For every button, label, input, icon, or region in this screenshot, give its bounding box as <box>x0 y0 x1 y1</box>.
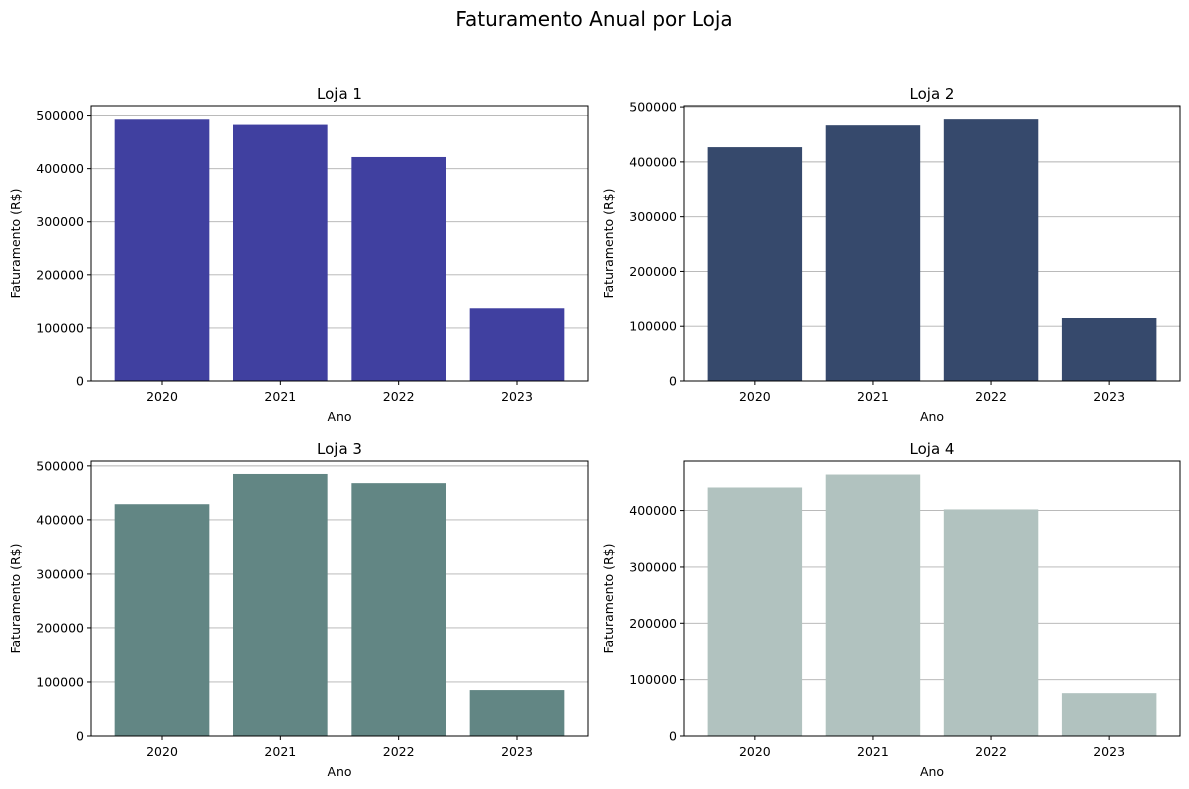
bar-2021 <box>233 124 328 381</box>
x-tick-label: 2022 <box>383 744 415 759</box>
x-tick-label: 2023 <box>1093 389 1125 404</box>
x-tick-label: 2022 <box>383 389 415 404</box>
subplot-title: Loja 3 <box>317 440 362 458</box>
y-axis-label: Faturamento (R$) <box>601 543 616 653</box>
y-tick-label: 0 <box>669 729 677 744</box>
y-axis-label: Faturamento (R$) <box>8 543 23 653</box>
x-axis-label: Ano <box>920 409 944 424</box>
x-tick-label: 2023 <box>501 744 533 759</box>
y-tick-label: 400000 <box>629 154 677 169</box>
y-tick-label: 500000 <box>36 108 84 123</box>
y-tick-label: 400000 <box>629 503 677 518</box>
y-tick-label: 300000 <box>629 559 677 574</box>
x-tick-label: 2022 <box>975 389 1007 404</box>
subplot-3: 0 100000 200000 300000 400000 500000 2020 2021 2… <box>8 440 589 779</box>
x-tick-label: 2023 <box>1093 744 1125 759</box>
bar-2021 <box>825 474 921 736</box>
y-tick-label: 100000 <box>629 319 677 334</box>
y-tick-label: 500000 <box>36 458 84 473</box>
bar-2023 <box>469 690 565 736</box>
x-tick-label: 2020 <box>739 389 771 404</box>
y-tick-label: 0 <box>76 729 84 744</box>
y-axis-label: Faturamento (R$) <box>8 188 23 298</box>
y-tick-label: 200000 <box>629 264 677 279</box>
y-axis-label: Faturamento (R$) <box>601 188 616 298</box>
x-tick-label: 2020 <box>146 744 178 759</box>
x-tick-label: 2021 <box>264 389 296 404</box>
x-tick-label: 2021 <box>857 744 889 759</box>
y-tick-label: 400000 <box>36 161 84 176</box>
y-tick-label: 100000 <box>629 672 677 687</box>
subplot-4: 0 100000 200000 300000 400000 2020 2021 2022 202… <box>601 440 1181 779</box>
x-tick-label: 2022 <box>975 744 1007 759</box>
axes-frame <box>90 105 589 382</box>
y-tick-label: 100000 <box>36 674 84 689</box>
y-tick-label: 300000 <box>36 566 84 581</box>
y-tick-label: 500000 <box>629 100 677 115</box>
bar-2020 <box>114 119 210 381</box>
subplot-title: Loja 1 <box>317 85 362 103</box>
x-tick-label: 2020 <box>739 744 771 759</box>
bar-2022 <box>351 156 446 381</box>
y-tick-label: 400000 <box>36 512 84 527</box>
subplot-2: 0 100000 200000 300000 400000 500000 2020 2021 2… <box>601 85 1181 424</box>
axes-frame <box>683 105 1181 382</box>
bar-2020 <box>707 147 803 381</box>
x-tick-label: 2023 <box>501 389 533 404</box>
x-axis-label: Ano <box>920 764 944 779</box>
bar-2023 <box>1061 318 1157 381</box>
bar-2020 <box>114 504 210 736</box>
x-tick-label: 2020 <box>146 389 178 404</box>
bar-2020 <box>707 487 803 736</box>
y-tick-label: 100000 <box>36 320 84 335</box>
bar-2021 <box>233 473 328 736</box>
bar-2023 <box>1061 693 1157 736</box>
bar-2022 <box>351 483 446 736</box>
subplot-title: Loja 2 <box>910 85 955 103</box>
bar-2023 <box>469 308 565 381</box>
y-tick-label: 300000 <box>629 209 677 224</box>
x-tick-label: 2021 <box>264 744 296 759</box>
subplot-1: 0 100000 200000 300000 400000 500000 2020 2021 2… <box>8 85 589 424</box>
y-tick-label: 200000 <box>629 616 677 631</box>
y-tick-label: 0 <box>669 374 677 389</box>
bar-2021 <box>825 125 921 381</box>
subplot-title: Loja 4 <box>910 440 955 458</box>
axes-frame <box>683 460 1181 737</box>
y-tick-label: 300000 <box>36 214 84 229</box>
bar-2022 <box>943 509 1039 736</box>
y-tick-label: 200000 <box>36 267 84 282</box>
y-tick-label: 200000 <box>36 620 84 635</box>
x-axis-label: Ano <box>327 409 351 424</box>
x-axis-label: Ano <box>327 764 351 779</box>
y-tick-label: 0 <box>76 374 84 389</box>
figure-title: Faturamento Anual por Loja <box>455 7 732 31</box>
axes-frame <box>90 460 589 737</box>
bar-2022 <box>943 119 1039 382</box>
x-tick-label: 2021 <box>857 389 889 404</box>
